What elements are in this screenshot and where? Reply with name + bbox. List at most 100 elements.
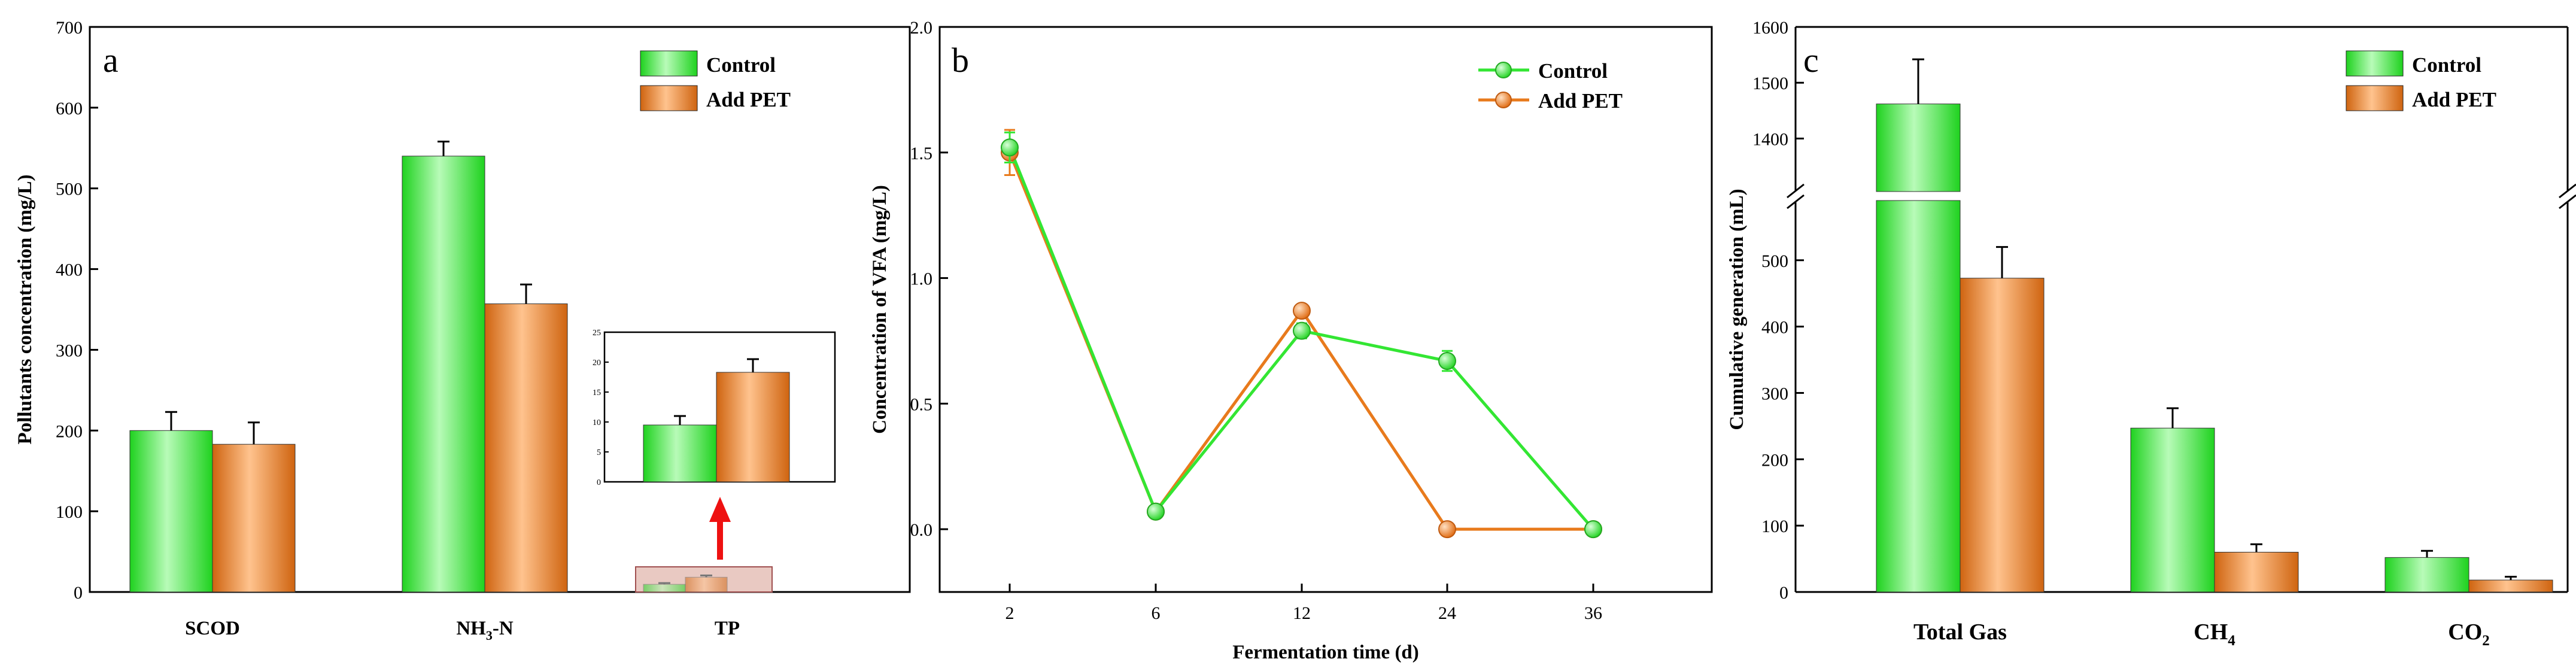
- panel-b-ylabel: Concentration of VFA (mg/L): [869, 185, 891, 434]
- legend-pet-swatch: [640, 85, 698, 111]
- x-tick-label: 24: [1438, 603, 1456, 623]
- y-tick-label: 300: [1761, 384, 1788, 403]
- data-point-control: [1001, 138, 1019, 157]
- break-mark: [2559, 183, 2576, 199]
- series-line-add-pet: [1008, 151, 1593, 531]
- inset-tick-label: 0: [597, 478, 601, 487]
- legend-control-label: Control: [706, 53, 776, 77]
- panel-c-ylabel: Cumulative generation (mL): [1726, 189, 1748, 430]
- legend-b-control-marker: [1495, 62, 1512, 78]
- x-tick-label: 12: [1293, 603, 1311, 623]
- y-tick-label: 500: [1761, 251, 1788, 271]
- bar-control-1: [2130, 427, 2215, 593]
- legend-c-pet-label: Add PET: [2412, 88, 2496, 111]
- bar-add-pet-1: [2214, 551, 2299, 593]
- bar-control-0: [129, 430, 213, 593]
- inset-tick-label: 15: [593, 388, 601, 397]
- y-tick-label: 700: [56, 18, 83, 38]
- bar-control-2: [2384, 557, 2469, 593]
- panel-b: b Concentration of VFA (mg/L) Fermentati…: [869, 18, 1713, 663]
- bar-control-1: [402, 156, 485, 593]
- bar-add-pet-0: [212, 444, 296, 593]
- legend-c-control-label: Control: [2412, 53, 2481, 77]
- x-label-ch4: CH4: [2194, 620, 2235, 649]
- break-mark: [1787, 194, 1805, 209]
- bar-control-0-upper: [1876, 104, 1961, 192]
- red-arrow-head: [709, 497, 731, 522]
- x-label-nh3n: NH3-N: [456, 618, 513, 643]
- y-tick-label: 400: [1761, 318, 1788, 338]
- tp-small-bars: [643, 574, 728, 593]
- y-tick-label: 500: [56, 180, 83, 199]
- tp-inset: 0 5 10 15 20 25: [593, 329, 836, 487]
- x-label-total-gas: Total Gas: [1913, 620, 2007, 645]
- panel-a-letter: a: [103, 41, 119, 80]
- y-tick-label: 200: [56, 421, 83, 441]
- legend-c-pet-swatch: [2346, 85, 2404, 111]
- y-tick-label: 1500: [1752, 74, 1788, 93]
- inset-tick-label: 5: [597, 448, 601, 457]
- legend-c-control-swatch: [2346, 50, 2404, 77]
- x-label-co2: CO2: [2448, 620, 2490, 649]
- y-tick-label: 2.0: [910, 18, 933, 38]
- break-mark: [2559, 194, 2576, 209]
- y-tick-label: 400: [56, 260, 83, 280]
- tp-small-bar: [685, 576, 728, 593]
- panel-a-ylabel: Pollutants concentration (mg/L): [14, 175, 36, 445]
- y-tick-label: 0: [74, 583, 83, 603]
- legend-b-control-label: Control: [1538, 59, 1608, 83]
- bar-control-0-lower: [1876, 200, 1961, 593]
- legend-b-pet-marker: [1495, 92, 1512, 108]
- panel-b-xlabel: Fermentation time (d): [1232, 642, 1419, 663]
- inset-bar: [716, 372, 790, 482]
- x-label-scod: SCOD: [185, 618, 240, 639]
- panel-c: c Cumulative generation (mL) 0 100 200 300 4…: [1726, 18, 2576, 649]
- bar-add-pet-0: [1960, 278, 2045, 593]
- panel-c-axes: 0 100 200 300 400 500 1400 1500 1600: [1752, 18, 2576, 603]
- inset-tick-label: 10: [593, 418, 601, 427]
- panel-a-y-axis: 0 100 200 300 400 500 600 700: [56, 18, 98, 603]
- y-tick-label: 0.0: [910, 520, 933, 540]
- inset-tick-label: 20: [593, 359, 601, 368]
- y-tick-label: 200: [1761, 450, 1788, 470]
- data-point-add-pet: [1438, 520, 1456, 539]
- x-label-tp: TP: [715, 618, 740, 639]
- bar-add-pet-1: [484, 303, 568, 593]
- data-point-control: [1584, 520, 1602, 539]
- y-tick-label: 0: [1779, 583, 1788, 603]
- bar-add-pet-2: [2468, 579, 2553, 593]
- x-tick-label: 6: [1152, 603, 1161, 623]
- panel-c-letter: c: [1803, 41, 1819, 80]
- y-tick-label: 1.0: [910, 269, 933, 289]
- y-tick-label: 100: [1761, 517, 1788, 536]
- y-tick-label: 1400: [1752, 129, 1788, 149]
- panel-b-axes: 0.0 0.5 1.0 1.5 2.0 2 6 12 24 36: [910, 18, 1603, 623]
- y-tick-label: 1600: [1752, 18, 1788, 38]
- panel-a: a Pollutants concentration (mg/L) 010020…: [14, 18, 911, 643]
- y-tick-label: 100: [56, 502, 83, 522]
- data-point-control: [1438, 352, 1456, 371]
- legend-control-swatch: [640, 50, 698, 77]
- legend-pet-label: Add PET: [706, 88, 791, 111]
- inset-bar: [643, 424, 717, 482]
- break-mark: [1787, 183, 1805, 199]
- data-point-control: [1147, 502, 1165, 521]
- x-tick-label: 2: [1006, 603, 1014, 623]
- y-tick-label: 300: [56, 341, 83, 360]
- y-tick-label: 600: [56, 99, 83, 119]
- data-point-add-pet: [1293, 302, 1311, 320]
- inset-tick-label: 25: [593, 329, 601, 338]
- tp-small-bar: [643, 584, 686, 593]
- x-tick-label: 36: [1584, 603, 1602, 623]
- panel-b-letter: b: [952, 41, 969, 80]
- y-tick-label: 1.5: [910, 144, 933, 163]
- panel-b-frame: [938, 26, 1713, 593]
- data-point-control: [1293, 321, 1311, 340]
- inset-plot: 0 5 10 15 20 25: [593, 329, 790, 487]
- y-tick-label: 0.5: [910, 394, 933, 414]
- panel-a-bars: [129, 140, 568, 593]
- panel-c-bars: [1876, 58, 2553, 593]
- panel-b-series: [1001, 129, 1602, 539]
- legend-b-pet-label: Add PET: [1538, 89, 1623, 113]
